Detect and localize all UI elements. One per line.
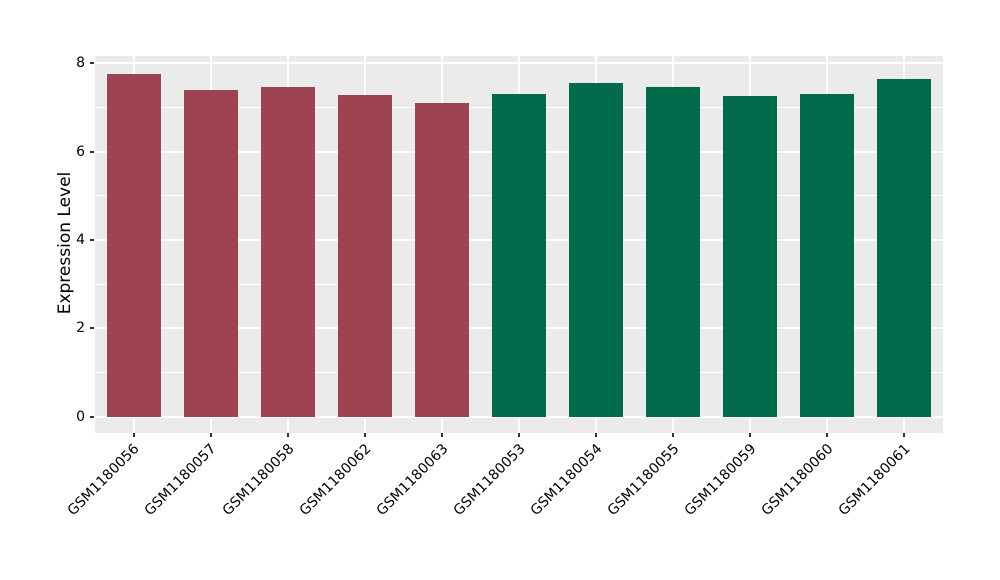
bar-GSM1180058 (260, 87, 315, 417)
y-tick-label-8: 8 (76, 55, 85, 72)
x-tick-mark-GSM1180056 (132, 433, 135, 437)
y-tick-mark-4 (90, 239, 94, 241)
bar-GSM1180063 (414, 103, 469, 417)
x-tick-mark-GSM1180057 (209, 433, 212, 437)
x-tick-mark-GSM1180063 (440, 433, 443, 437)
y-tick-label-2: 2 (76, 320, 85, 337)
x-tick-mark-GSM1180053 (518, 433, 520, 437)
x-tick-mark-GSM1180060 (826, 433, 829, 437)
x-tick-mark-GSM1180061 (903, 433, 906, 437)
y-tick-mark-8 (90, 62, 94, 65)
bar-GSM1180060 (800, 93, 855, 417)
bar-GSM1180053 (492, 93, 546, 417)
bar-GSM1180055 (646, 87, 701, 417)
x-tick-mark-GSM1180054 (595, 433, 598, 437)
y-tick-label-6: 6 (76, 143, 85, 160)
y-tick-mark-6 (90, 150, 94, 153)
y-tick-label-0: 0 (76, 408, 85, 425)
bar-GSM1180061 (877, 79, 932, 417)
y-tick-mark-0 (90, 415, 94, 418)
y-tick-label-4: 4 (76, 232, 85, 248)
x-tick-mark-GSM1180058 (286, 433, 289, 437)
bar-GSM1180059 (723, 96, 778, 417)
x-tick-mark-GSM1180059 (749, 433, 752, 437)
y-tick-mark-2 (90, 327, 94, 330)
bar-GSM1180062 (337, 94, 392, 417)
bar-GSM1180057 (183, 89, 238, 417)
plot-panel (95, 56, 943, 433)
bar-GSM1180056 (106, 74, 161, 417)
x-tick-mark-GSM1180055 (672, 433, 675, 437)
bar-GSM1180054 (569, 82, 624, 417)
x-tick-mark-GSM1180062 (363, 433, 366, 437)
y-axis-title: Expression Level (55, 171, 75, 315)
